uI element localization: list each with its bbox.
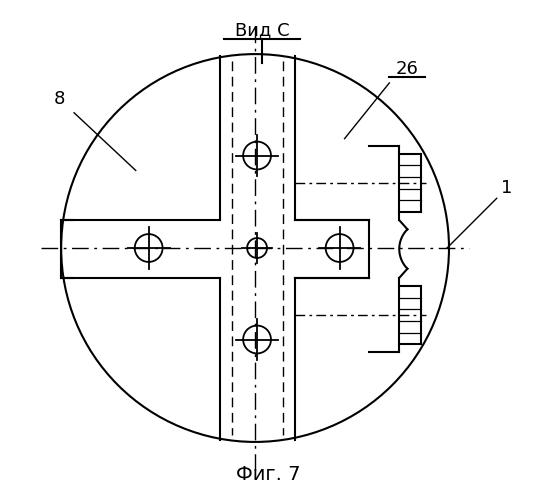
Text: Вид С: Вид С <box>235 22 289 40</box>
Text: 26: 26 <box>396 60 419 78</box>
Text: Фиг. 7: Фиг. 7 <box>236 464 300 483</box>
Text: 8: 8 <box>54 90 65 108</box>
Text: 1: 1 <box>501 180 512 198</box>
